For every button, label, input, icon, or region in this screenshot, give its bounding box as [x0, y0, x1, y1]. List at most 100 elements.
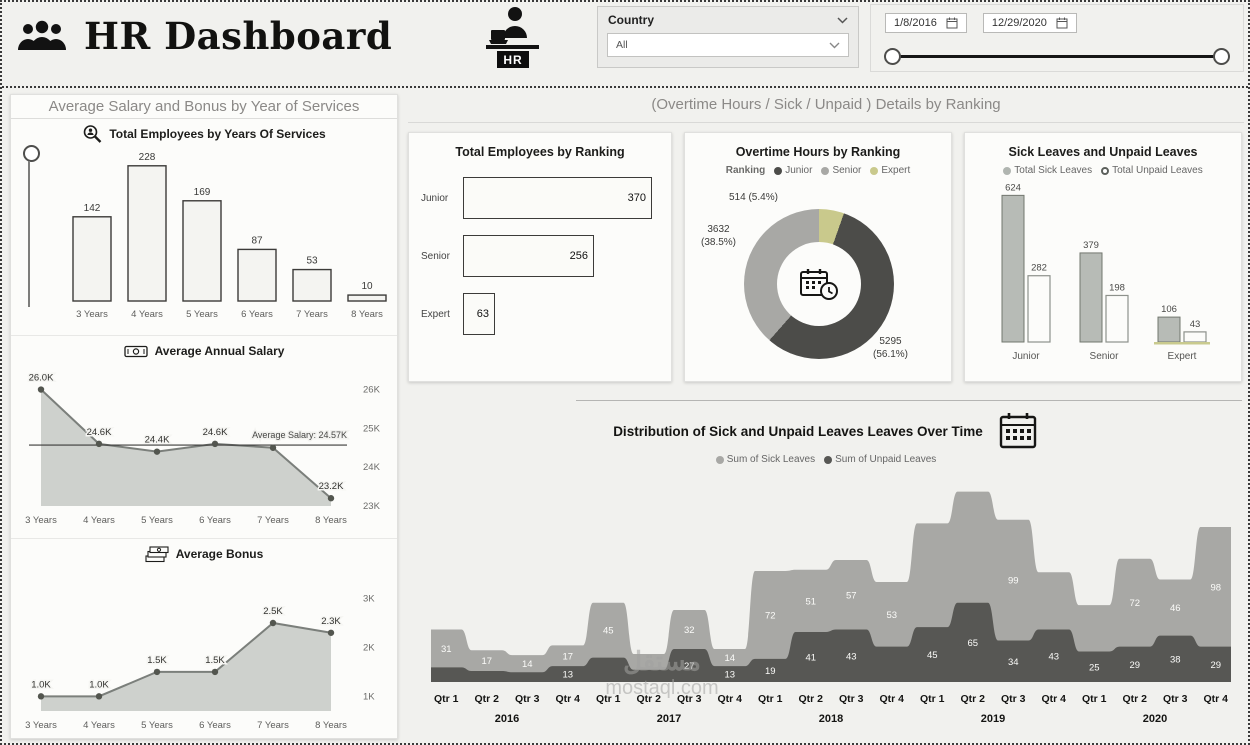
bar-5 Years[interactable]	[182, 200, 222, 302]
ranking-value: 63	[476, 308, 489, 320]
bar-4 Years[interactable]	[127, 165, 167, 302]
ranking-category-label: Expert	[421, 308, 450, 320]
bar-3 Years[interactable]	[72, 216, 112, 302]
chart-label: 87	[251, 235, 263, 246]
chart-title: Sick Leaves and Unpaid Leaves	[1008, 145, 1198, 159]
legend-item-sick[interactable]: Total Sick Leaves	[1003, 165, 1092, 176]
vertical-slicer-track[interactable]	[28, 161, 30, 307]
legend-dot	[821, 166, 830, 175]
calendar-clock-icon	[800, 269, 838, 300]
slider-handle-start[interactable]	[884, 48, 901, 65]
legend-dot	[824, 455, 833, 464]
distribution-legend: Sum of Sick Leaves Sum of Unpaid Leaves	[408, 454, 1244, 465]
chart-label: 2020	[1143, 713, 1167, 725]
chart-label: 41	[805, 652, 816, 663]
unpaid-bar-expert[interactable]	[1183, 331, 1207, 343]
bar-7 Years[interactable]	[292, 268, 332, 302]
slider-track[interactable]	[889, 55, 1225, 58]
magnifier-people-icon	[84, 125, 102, 143]
data-point[interactable]	[327, 629, 335, 636]
chart-title: Total Employees by Years Of Services	[109, 127, 326, 141]
chart-label: Average Salary: 24.57K	[252, 430, 347, 440]
data-point[interactable]	[95, 440, 103, 448]
ranking-bar-senior[interactable]: 256	[463, 235, 594, 277]
legend-item-sick-sum[interactable]: Sum of Sick Leaves	[715, 454, 815, 465]
data-point[interactable]	[269, 444, 277, 451]
legend-label: Expert	[881, 165, 911, 176]
unpaid-bar-senior[interactable]	[1105, 294, 1129, 343]
chart-label: Qtr 2	[474, 693, 499, 705]
data-point[interactable]	[153, 668, 161, 676]
chart-label: 2017	[657, 713, 681, 725]
chart-label: 23.2K	[319, 481, 344, 492]
ranking-bar-junior[interactable]: 370	[463, 177, 652, 219]
legend-label: Junior	[785, 165, 813, 176]
legend-item-junior[interactable]: Junior	[774, 165, 812, 176]
divider	[576, 400, 1242, 401]
right-panel-title: (Overtime Hours / Sick / Unpaid ) Detail…	[408, 96, 1244, 123]
chart-label: 29	[1129, 660, 1140, 671]
chart-label: 1K	[363, 691, 375, 702]
unpaid-bar-junior[interactable]	[1027, 275, 1051, 343]
vertical-slicer-handle[interactable]	[23, 145, 40, 162]
data-point[interactable]	[37, 693, 45, 700]
data-point[interactable]	[37, 386, 45, 393]
chart-label: 43	[846, 651, 857, 662]
header: HR Dashboard HR Country All	[2, 2, 1248, 88]
start-date-input[interactable]: 1/8/2016	[885, 13, 967, 33]
slice-label-junior: 5295 (56.1%)	[873, 336, 909, 360]
legend-label: Total Unpaid Leaves	[1112, 165, 1203, 176]
data-point[interactable]	[95, 693, 103, 700]
sick-bar-junior[interactable]	[1001, 194, 1025, 343]
data-point[interactable]	[211, 668, 219, 676]
employees-by-ranking-chart: Junior 370 Senior 256 Expert 63	[409, 177, 671, 335]
legend-item-senior[interactable]: Senior	[821, 165, 861, 176]
chart-label: Qtr 1	[434, 693, 459, 705]
chart-label: 25K	[363, 423, 381, 434]
chart-label: 379	[1083, 240, 1099, 251]
chart-label: 32	[684, 625, 695, 636]
data-point[interactable]	[327, 495, 335, 502]
data-point[interactable]	[211, 440, 219, 448]
chart-label: 3K	[363, 594, 375, 605]
chart-label: Qtr 3	[1001, 693, 1026, 705]
chart-label: Qtr 1	[758, 693, 783, 705]
chart-label: Qtr 3	[839, 693, 864, 705]
ranking-bar-expert[interactable]: 63	[463, 293, 495, 335]
hr-badge: HR	[497, 51, 529, 68]
end-date-input[interactable]: 12/29/2020	[982, 13, 1077, 33]
chart-label: 46	[1170, 603, 1181, 614]
slice-label-expert: 514 (5.4%)	[729, 192, 778, 203]
chart-label: 4 Years	[131, 309, 163, 320]
axis-accent	[1154, 342, 1210, 345]
calendar-icon	[1056, 17, 1068, 29]
data-point[interactable]	[269, 619, 277, 627]
sick-bar-expert[interactable]	[1157, 316, 1181, 343]
chart-label: 198	[1109, 282, 1125, 293]
legend-item-unpaid-sum[interactable]: Sum of Unpaid Leaves	[824, 454, 936, 465]
chart-label: Qtr 4	[1041, 693, 1066, 705]
sick-bar-senior[interactable]	[1079, 252, 1103, 343]
unpaid-leaves-band[interactable]	[431, 602, 1231, 682]
slider-handle-end[interactable]	[1213, 48, 1230, 65]
legend-item-unpaid[interactable]: Total Unpaid Leaves	[1101, 165, 1203, 176]
country-dropdown[interactable]: All	[607, 33, 849, 57]
overtime-by-ranking-card: Overtime Hours by Ranking Ranking Junior…	[684, 132, 952, 382]
chart-label: Qtr 2	[636, 693, 661, 705]
bar-6 Years[interactable]	[237, 248, 277, 302]
chart-label: 26.0K	[29, 373, 54, 384]
chart-label: 24.6K	[87, 427, 112, 438]
date-range-slider	[884, 47, 1230, 67]
chevron-down-icon[interactable]	[837, 16, 848, 24]
bar-8 Years[interactable]	[347, 294, 387, 302]
ranking-row-expert: Expert 63	[421, 293, 671, 335]
chart-label: 23K	[363, 501, 381, 512]
sick-leaves-band[interactable]	[431, 491, 1231, 682]
country-slicer: Country All	[597, 6, 859, 68]
chart-label: 3 Years	[25, 515, 57, 526]
legend-item-expert[interactable]: Expert	[870, 165, 910, 176]
chart-label: 34	[1008, 657, 1019, 668]
chart-label: 7 Years	[296, 309, 328, 320]
data-point[interactable]	[153, 448, 161, 455]
chart-label: 7 Years	[257, 720, 289, 731]
